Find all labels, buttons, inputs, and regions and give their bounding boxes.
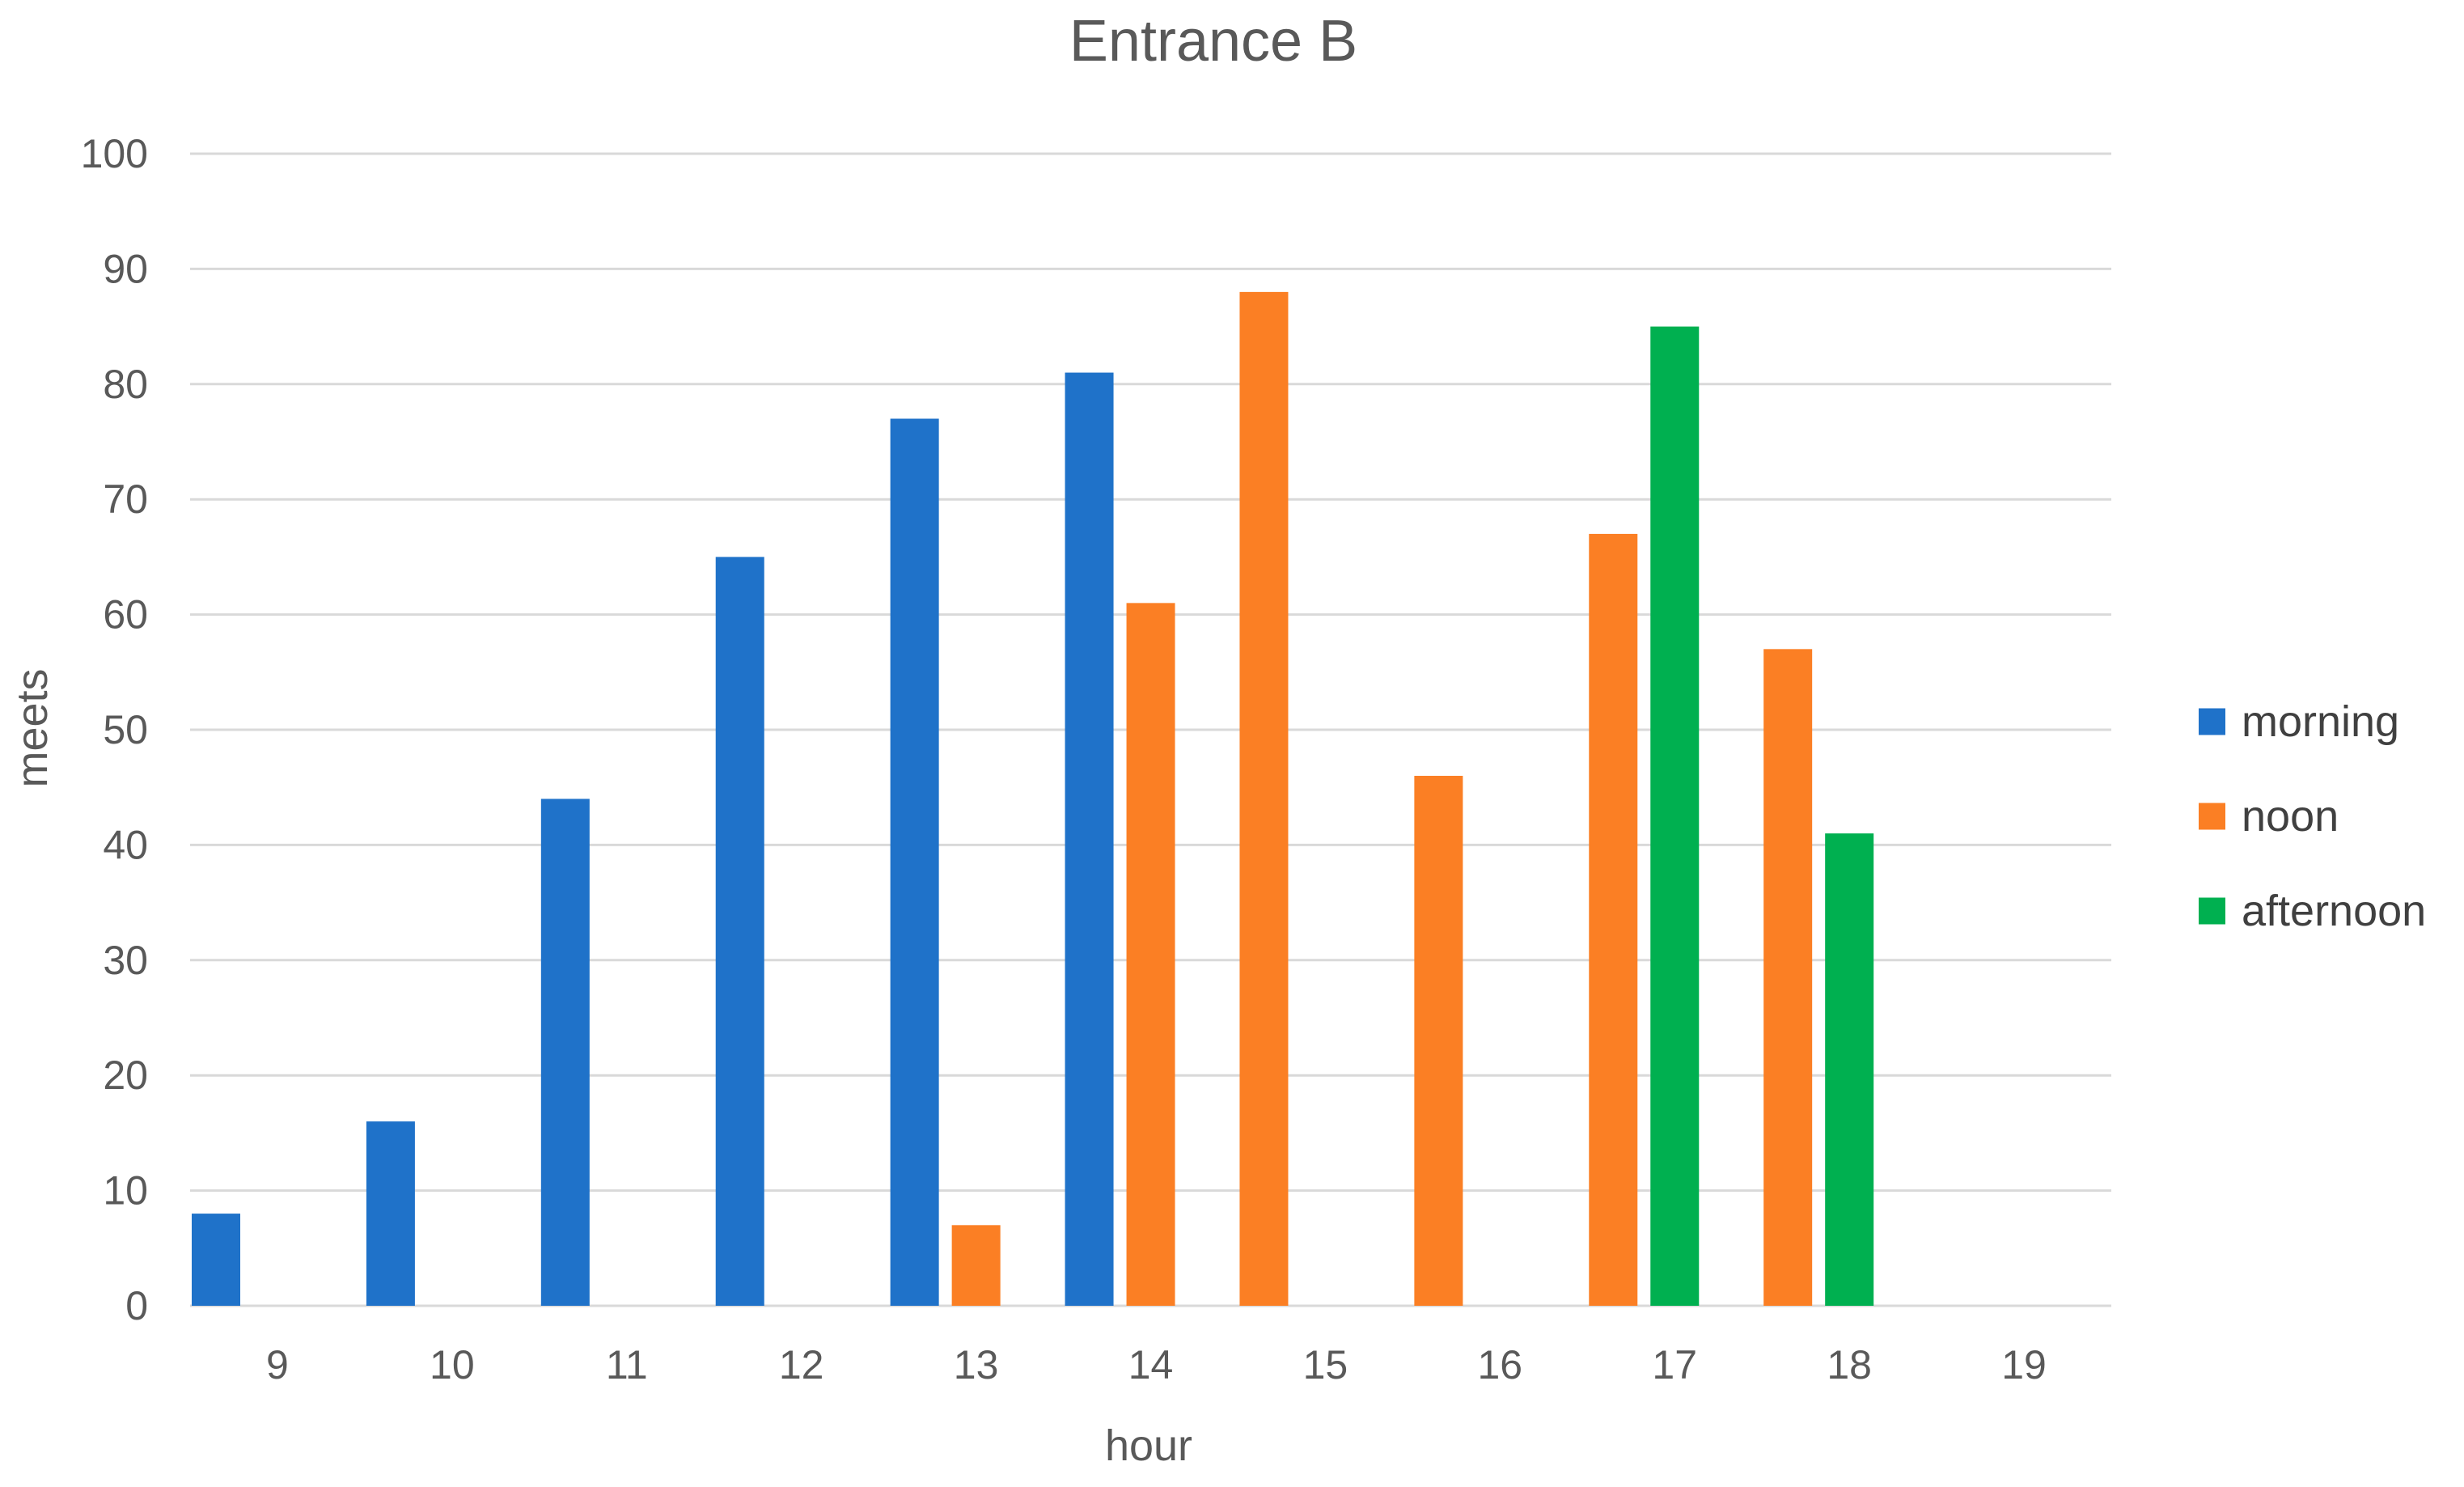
bar-noon-18 xyxy=(1763,649,1813,1306)
y-axis-ticks: 0 10 20 30 40 50 60 70 80 90 100 xyxy=(81,131,148,1328)
x-tick-label: 10 xyxy=(430,1342,475,1387)
legend-swatch-afternoon xyxy=(2199,897,2225,925)
x-tick-label: 19 xyxy=(2001,1342,2047,1387)
bar-afternoon-17 xyxy=(1650,326,1700,1307)
bar-morning-14 xyxy=(1065,372,1114,1306)
bar-noon-14 xyxy=(1126,603,1175,1306)
x-tick-label: 11 xyxy=(606,1342,648,1387)
legend-label-afternoon: afternoon xyxy=(2242,887,2426,935)
bar-morning-10 xyxy=(366,1121,415,1306)
bar-noon-15 xyxy=(1239,291,1289,1306)
x-tick-label: 18 xyxy=(1827,1342,1872,1387)
y-tick-label: 80 xyxy=(103,362,148,407)
x-tick-label: 14 xyxy=(1128,1342,1174,1387)
bar-morning-12 xyxy=(715,557,764,1306)
x-tick-label: 17 xyxy=(1652,1342,1697,1387)
bar-afternoon-18 xyxy=(1825,833,1874,1306)
x-tick-label: 12 xyxy=(779,1342,824,1387)
bar-morning-9 xyxy=(192,1214,240,1306)
y-tick-label: 20 xyxy=(103,1053,148,1098)
y-tick-label: 90 xyxy=(103,246,148,291)
x-axis-title: hour xyxy=(1105,1421,1192,1470)
y-tick-label: 100 xyxy=(81,131,148,176)
y-tick-label: 0 xyxy=(125,1283,148,1328)
x-tick-label: 9 xyxy=(266,1342,289,1387)
y-tick-label: 70 xyxy=(103,477,148,522)
bar-noon-16 xyxy=(1414,775,1463,1306)
bar-morning-13 xyxy=(890,418,939,1306)
bar-noon-17 xyxy=(1589,533,1638,1306)
legend-label-noon: noon xyxy=(2242,792,2339,841)
chart-title: Entrance B xyxy=(1069,9,1357,74)
bar-morning-11 xyxy=(540,799,590,1306)
x-tick-label: 13 xyxy=(954,1342,999,1387)
bars xyxy=(192,291,1874,1307)
x-tick-label: 15 xyxy=(1303,1342,1348,1387)
y-axis-title: meets xyxy=(8,668,57,787)
y-tick-label: 60 xyxy=(103,592,148,638)
y-tick-label: 40 xyxy=(103,822,148,867)
x-axis-ticks: 9 10 11 12 13 14 15 16 17 18 19 xyxy=(266,1342,2047,1387)
legend: morning noon afternoon xyxy=(2199,697,2426,935)
y-tick-label: 50 xyxy=(103,707,148,752)
y-tick-label: 10 xyxy=(103,1168,148,1214)
legend-label-morning: morning xyxy=(2242,697,2399,746)
legend-swatch-morning xyxy=(2199,708,2225,735)
bar-noon-13 xyxy=(951,1225,1001,1306)
y-tick-label: 30 xyxy=(103,938,148,983)
legend-swatch-noon xyxy=(2199,803,2225,830)
x-tick-label: 16 xyxy=(1478,1342,1523,1387)
